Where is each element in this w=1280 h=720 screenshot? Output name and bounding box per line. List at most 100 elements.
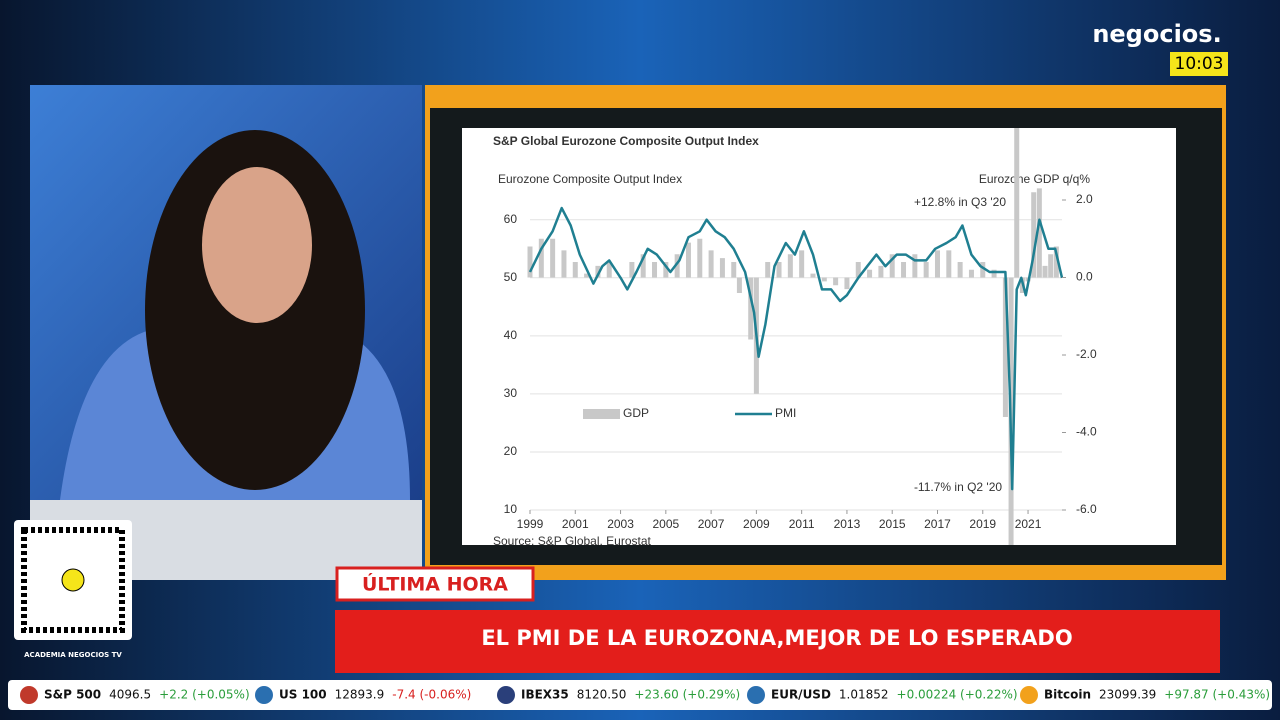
legend-label: GDP (623, 406, 649, 420)
ticker-change: +97.87 (+0.43%) (1164, 688, 1270, 702)
bar (821, 277, 827, 282)
bar (1042, 265, 1048, 278)
ticker-price: 8120.50 (577, 688, 627, 702)
ticker-name: IBEX35 (521, 688, 569, 702)
y2-axis-label: Eurozone GDP q/q% (979, 172, 1091, 186)
headline: EL PMI DE LA EUROZONA,MEJOR DE LO ESPERA… (481, 626, 1072, 650)
annotation: +12.8% in Q3 '20 (914, 195, 1006, 209)
ticker-icon (255, 686, 273, 704)
ticker-price: 23099.39 (1099, 688, 1156, 702)
bar (527, 246, 533, 278)
breaking-label: ÚLTIMA HORA (362, 572, 508, 596)
bar (708, 250, 714, 278)
y2-tick-label: 0.0 (1076, 270, 1093, 284)
ticker: S&P 500 4096.5 +2.2 (+0.05%) US 100 12893.9-… (20, 686, 1270, 704)
x-tick-label: 1999 (517, 517, 544, 531)
clock: 10:03 (1175, 54, 1224, 74)
bar (765, 262, 771, 278)
legend-label: PMI (775, 406, 796, 420)
y2-tick-label: 2.0 (1076, 192, 1093, 206)
line (528, 206, 1064, 491)
chart-source: Source: S&P Global, Eurostat (493, 534, 652, 548)
bar (736, 277, 742, 293)
bar (584, 273, 590, 278)
bar (1002, 277, 1008, 417)
x-tick-label: 2017 (924, 517, 951, 531)
bar (833, 277, 839, 286)
chart-title: S&P Global Eurozone Composite Output Ind… (493, 134, 759, 148)
ticker-price: 12893.9 (335, 688, 385, 702)
bar (968, 269, 974, 278)
x-tick-label: 2015 (879, 517, 906, 531)
y-axis-label: Eurozone Composite Output Index (498, 172, 682, 186)
bar (855, 262, 861, 278)
bar (1014, 128, 1020, 278)
ticker-bar (8, 680, 1272, 710)
y-tick-label: 30 (504, 386, 518, 400)
x-tick-label: 2005 (652, 517, 679, 531)
x-tick-label: 2003 (607, 517, 634, 531)
qr-pattern (21, 527, 125, 633)
bar (697, 238, 703, 278)
bar (674, 254, 680, 278)
x-tick-label: 2009 (743, 517, 770, 531)
y2-tick-label: -6.0 (1076, 502, 1097, 516)
bar (912, 254, 918, 278)
chart-card (462, 128, 1176, 545)
y2-tick-label: -2.0 (1076, 347, 1097, 361)
ticker-icon (747, 686, 765, 704)
x-tick-label: 2011 (789, 517, 815, 531)
bar (980, 262, 986, 278)
legend-swatch (583, 409, 620, 419)
brand-logo: negocios. (1092, 20, 1221, 48)
y2-tick-label: -4.0 (1076, 425, 1097, 439)
ticker-price: 1.01852 (839, 688, 889, 702)
ticker-icon (497, 686, 515, 704)
ticker-price: 4096.5 (109, 688, 151, 702)
ticker-icon (1020, 686, 1038, 704)
ticker-name: S&P 500 (44, 688, 101, 702)
qr-caption: ACADEMIA NEGOCIOS TV (24, 651, 122, 659)
ticker-change: +0.00224 (+0.22%) (897, 688, 1018, 702)
y-tick-label: 10 (504, 502, 518, 516)
x-tick-label: 2019 (969, 517, 996, 531)
x-tick-label: 2001 (562, 517, 589, 531)
ticker-change: +23.60 (+0.29%) (634, 688, 740, 702)
headline-bar (335, 610, 1220, 673)
bar (652, 262, 658, 278)
ticker-icon (20, 686, 38, 704)
bar (867, 269, 873, 278)
bar (606, 262, 612, 278)
x-tick-label: 2013 (834, 517, 861, 531)
ticker-change: +2.2 (+0.05%) (159, 688, 250, 702)
bar (934, 250, 940, 278)
bar (1036, 188, 1042, 278)
bar (787, 254, 793, 278)
y-tick-label: 20 (504, 444, 518, 458)
bar (640, 254, 646, 278)
bar (561, 250, 567, 278)
bar (844, 277, 850, 290)
bar (1048, 254, 1054, 278)
y-tick-label: 60 (504, 212, 518, 226)
bar (538, 238, 544, 278)
breaking-label-box (335, 566, 535, 602)
y-tick-label: 40 (504, 328, 518, 342)
bar (719, 258, 725, 278)
bar (991, 269, 997, 278)
bar (957, 262, 963, 278)
bar (663, 262, 669, 278)
annotation: -11.7% in Q2 '20 (914, 480, 1002, 494)
ticker-name: EUR/USD (771, 688, 831, 702)
bar (878, 265, 884, 278)
x-tick-label: 2021 (1015, 517, 1042, 531)
plot (527, 128, 1064, 545)
bar (901, 262, 907, 278)
bar (572, 262, 578, 278)
bar (1053, 246, 1059, 278)
ticker-change: -7.4 (-0.06%) (392, 688, 471, 702)
bar (748, 277, 754, 340)
bar (810, 273, 816, 278)
bar (731, 262, 737, 278)
